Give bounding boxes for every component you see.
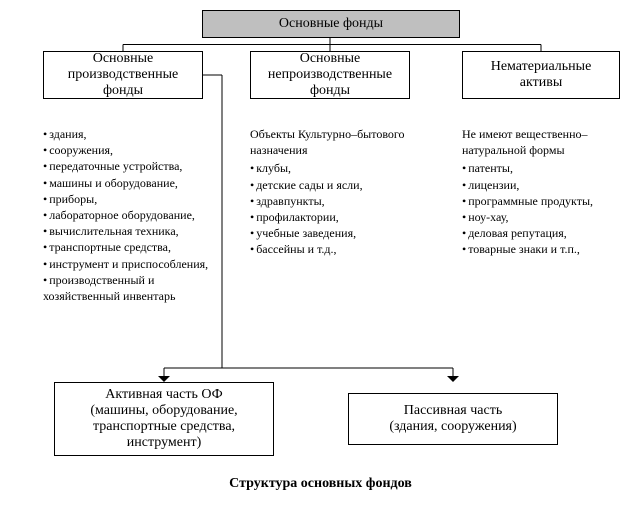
list-item: сооружения, <box>43 142 213 158</box>
list-item: производственный и хозяйственный инвента… <box>43 272 213 304</box>
list-item: лабораторное оборудование, <box>43 207 213 223</box>
list-item: профилактории, <box>250 209 425 225</box>
box-nonprod-label: Основные непроизводственные фонды <box>259 51 401 99</box>
list-item: клубы, <box>250 160 425 176</box>
list-item: инструмент и приспособления, <box>43 256 213 272</box>
list-item: приборы, <box>43 191 213 207</box>
diagram-caption: Структура основных фондов <box>0 476 641 492</box>
active-label-sub: (машины, оборудование, транспортные сред… <box>90 403 237 450</box>
list-item: патенты, <box>462 160 637 176</box>
items-intro: Не имеют вещественно–натуральной формы <box>462 126 637 158</box>
items-list: клубы,детские сады и ясли,здравпункты,пр… <box>250 160 425 257</box>
caption-text: Структура основных фондов <box>229 476 412 491</box>
box-nonprod-funds: Основные непроизводственные фонды <box>250 51 410 99</box>
list-item: лицензии, <box>462 177 637 193</box>
items-intro: Объекты Культурно–бытового назначения <box>250 126 425 158</box>
list-item: здания, <box>43 126 213 142</box>
list-item: транспортные средства, <box>43 239 213 255</box>
box-intang-label: Нематериальные активы <box>471 59 611 91</box>
list-item: передаточные устройства, <box>43 158 213 174</box>
list-item: здравпункты, <box>250 193 425 209</box>
items-list: здания,сооружения,передаточные устройств… <box>43 126 213 304</box>
passive-label-sub: (здания, сооружения) <box>389 419 516 434</box>
box-active-part: Активная часть ОФ (машины, оборудование,… <box>54 382 274 456</box>
list-item: товарные знаки и т.п., <box>462 241 637 257</box>
box-passive-part: Пассивная часть (здания, сооружения) <box>348 393 558 445</box>
box-intangible-assets: Нематериальные активы <box>462 51 620 99</box>
items-nonprod: Объекты Культурно–бытового назначенияклу… <box>250 126 425 258</box>
root-box: Основные фонды <box>202 10 460 38</box>
list-item: деловая репутация, <box>462 225 637 241</box>
list-item: ноу-хау, <box>462 209 637 225</box>
list-item: программные продукты, <box>462 193 637 209</box>
items-intang: Не имеют вещественно–натуральной формыпа… <box>462 126 637 258</box>
list-item: бассейны и т.д., <box>250 241 425 257</box>
box-prod-funds: Основные производственные фонды <box>43 51 203 99</box>
items-list: патенты,лицензии,программные продукты,но… <box>462 160 637 257</box>
list-item: вычислительная техника, <box>43 223 213 239</box>
box-prod-label: Основные производственные фонды <box>52 51 194 99</box>
passive-label-main: Пассивная часть <box>404 403 502 418</box>
list-item: машины и оборудование, <box>43 175 213 191</box>
list-item: детские сады и ясли, <box>250 177 425 193</box>
active-label-main: Активная часть ОФ <box>105 387 222 402</box>
list-item: учебные заведения, <box>250 225 425 241</box>
items-prod: здания,сооружения,передаточные устройств… <box>43 126 213 304</box>
root-label: Основные фонды <box>279 16 383 32</box>
